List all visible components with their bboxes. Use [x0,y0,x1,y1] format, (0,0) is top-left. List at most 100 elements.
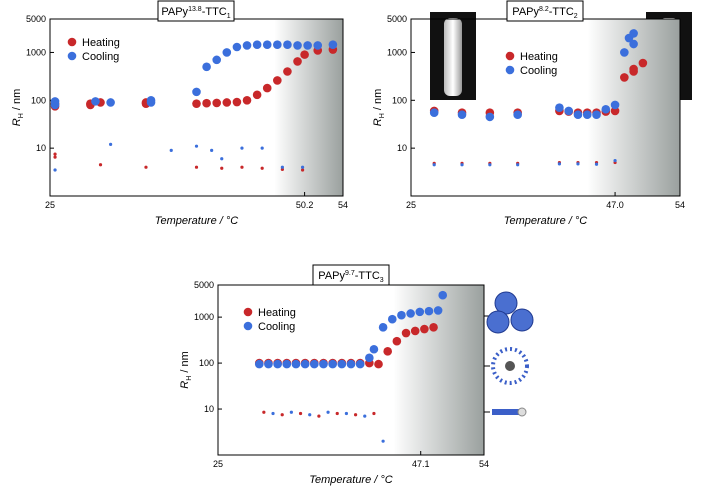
chart-title: PAPy8.2-TTC2 [512,6,577,20]
vial-photo [430,12,476,100]
data-point [271,411,275,416]
data-point [592,110,601,120]
title-part: 1 [227,13,231,20]
legend-label: Heating [520,51,558,63]
data-point [280,167,284,171]
data-point [273,359,282,369]
data-point [109,142,113,146]
y-label-part: R [11,118,23,126]
x-axis-label: Temperature / °C [504,215,588,227]
data-point [424,306,434,316]
data-point [381,439,385,443]
x-tick-label: 25 [406,200,416,210]
data-point [50,100,60,110]
data-point [620,73,629,82]
y-label-part: H [186,376,193,381]
data-point [293,57,302,66]
chart: PAPy8.2-TTC2 10 100 1000 5000 25 47.0 54 Tempera… [372,0,685,227]
data-point [383,347,392,356]
data-point [317,414,321,418]
data-point [513,110,522,120]
data-point [262,410,266,414]
chart-title: PAPy9.7-TTC3 [318,270,383,284]
data-point [260,166,264,170]
data-point [488,163,492,167]
data-point [613,158,617,163]
x-tick-label: 54 [338,200,348,210]
data-point [313,41,323,50]
data-point [392,336,402,346]
data-point [355,359,365,369]
legend-label: Cooling [520,65,557,77]
data-point [264,359,273,369]
legend-marker [67,51,77,61]
data-point [308,413,312,417]
data-point [300,168,305,172]
data-point [291,359,301,369]
data-point [363,414,367,418]
data-point [212,98,222,108]
data-point [280,413,284,417]
data-point [242,95,252,105]
data-point [429,108,439,118]
y-label-part: / nm [11,89,23,113]
data-point [144,165,148,169]
data-point [240,165,244,169]
data-point [328,40,338,50]
data-point [298,411,303,416]
title-part: PAPy [161,6,188,18]
data-point [53,168,57,172]
title-box [506,0,584,22]
data-point [638,58,648,68]
data-point [410,326,420,336]
data-point [300,359,310,369]
legend-label: Cooling [82,51,119,63]
y-label-part: H [18,113,25,118]
title-part: -TTC [202,6,227,18]
x-tick-label: 47.1 [412,459,430,469]
data-point [289,410,293,414]
y-label-part: R [179,381,191,389]
y-tick-label: 1000 [26,47,46,57]
data-point [374,359,383,369]
data-point [252,90,262,100]
data-point [260,146,264,150]
data-point [53,152,57,156]
data-point [406,309,415,318]
x-tick-label: 25 [45,200,55,210]
data-point [222,48,232,57]
data-point [555,103,564,113]
data-point [576,162,580,166]
data-point [53,155,57,159]
data-point [262,40,272,50]
data-point [262,83,272,93]
data-point [610,100,620,110]
title-part: 9.7 [345,270,355,277]
data-point [194,144,199,148]
data-point [620,48,629,57]
title-part: -TTC [355,270,380,282]
data-point [192,87,201,97]
data-point [146,98,156,107]
data-point [202,62,211,72]
data-point [192,99,201,108]
data-point [222,98,232,107]
y-label-part: H [379,113,386,118]
data-point [582,110,592,120]
data-point [516,163,520,167]
y-axis-label: RH / nm [372,89,386,126]
y-tick-label: 5000 [194,280,214,290]
data-point [240,146,244,150]
data-point [401,328,411,338]
y-tick-label: 10 [204,404,214,414]
x-tick-label: 47.0 [606,200,624,210]
data-point [242,41,252,50]
data-point [98,163,103,167]
data-point [433,306,443,315]
data-point [300,165,305,169]
data-point [629,29,638,38]
data-point [344,411,349,416]
data-point [273,40,282,50]
y-label-part: / nm [372,89,384,113]
